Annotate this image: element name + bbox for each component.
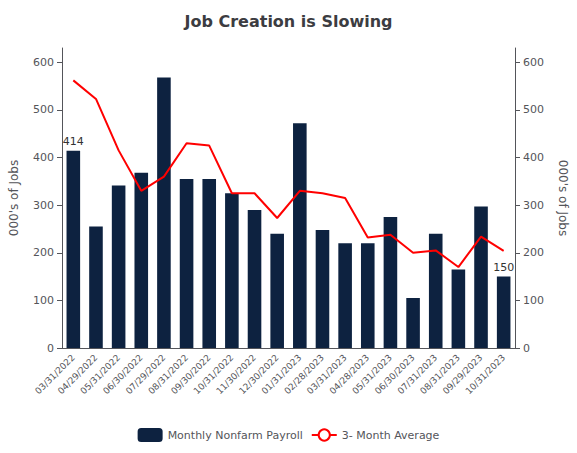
svg-text:300: 300 (523, 199, 544, 212)
svg-text:600: 600 (523, 56, 544, 69)
svg-text:200: 200 (523, 246, 544, 259)
svg-text:200: 200 (33, 246, 54, 259)
svg-text:03/31/2023: 03/31/2023 (305, 352, 349, 397)
svg-text:08/31/2022: 08/31/2022 (146, 352, 191, 397)
svg-text:04/29/2022: 04/29/2022 (55, 352, 100, 397)
svg-text:03/31/2022: 03/31/2022 (33, 352, 77, 397)
svg-text:10/31/2023: 10/31/2023 (464, 352, 508, 396)
svg-text:500: 500 (523, 103, 544, 116)
svg-text:06/30/2023: 06/30/2023 (372, 352, 417, 397)
svg-text:400: 400 (33, 151, 54, 164)
svg-text:05/31/2023: 05/31/2023 (350, 352, 394, 397)
svg-text:04/28/2023: 04/28/2023 (327, 352, 372, 397)
svg-text:414: 414 (63, 135, 84, 148)
svg-text:08/31/2023: 08/31/2023 (418, 352, 462, 397)
svg-text:07/29/2022: 07/29/2022 (123, 352, 168, 397)
svg-text:05/31/2022: 05/31/2022 (78, 352, 123, 397)
svg-text:000's of Jobs: 000's of Jobs (7, 160, 21, 236)
svg-text:0: 0 (47, 342, 54, 355)
svg-text:Job Creation is Slowing: Job Creation is Slowing (183, 12, 392, 31)
svg-text:Monthly Nonfarm Payroll: Monthly Nonfarm Payroll (168, 429, 303, 442)
svg-text:10/31/2022: 10/31/2022 (191, 352, 236, 397)
svg-text:600: 600 (33, 56, 54, 69)
svg-text:09/29/2023: 09/29/2023 (440, 352, 485, 397)
svg-text:3- Month Average: 3- Month Average (342, 429, 440, 442)
svg-text:11/30/2022: 11/30/2022 (214, 352, 259, 397)
svg-text:000's of Jobs: 000's of Jobs (556, 160, 570, 236)
svg-text:12/30/2022: 12/30/2022 (237, 352, 281, 397)
svg-text:06/30/2022: 06/30/2022 (101, 352, 145, 397)
svg-text:07/31/2023: 07/31/2023 (395, 352, 440, 397)
svg-text:01/31/2023: 01/31/2023 (259, 352, 304, 397)
svg-text:0: 0 (523, 342, 530, 355)
svg-text:09/30/2022: 09/30/2022 (169, 352, 213, 397)
svg-text:02/28/2023: 02/28/2023 (282, 352, 326, 397)
svg-text:100: 100 (523, 294, 544, 307)
svg-text:150: 150 (493, 261, 514, 274)
svg-text:500: 500 (33, 103, 54, 116)
svg-text:300: 300 (33, 199, 54, 212)
svg-text:400: 400 (523, 151, 544, 164)
svg-text:100: 100 (33, 294, 54, 307)
